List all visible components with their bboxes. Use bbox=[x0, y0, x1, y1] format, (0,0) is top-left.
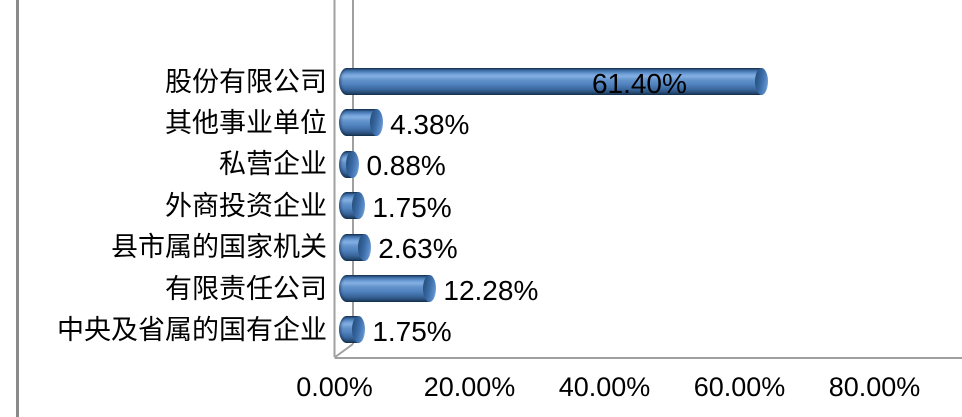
bar-end-cap bbox=[358, 233, 372, 261]
x-tick-label: 80.00% bbox=[828, 372, 921, 402]
bar-5 bbox=[338, 275, 437, 302]
category-label: 县市属的国家机关 bbox=[111, 232, 327, 264]
x-tick-label: 40.00% bbox=[558, 372, 651, 402]
x-tick-label: 60.00% bbox=[693, 372, 786, 402]
bar-4 bbox=[338, 233, 372, 261]
category-label: 其他事业单位 bbox=[165, 107, 327, 139]
category-label: 股份有限公司 bbox=[165, 66, 327, 98]
bar-end-cap bbox=[423, 275, 437, 302]
floor-corner-diagonal bbox=[333, 343, 354, 359]
data-label: 1.75% bbox=[372, 191, 452, 223]
data-label: 4.38% bbox=[390, 108, 470, 140]
bar-end-cap bbox=[346, 150, 360, 178]
category-label: 私营企业 bbox=[219, 149, 327, 181]
bar-end-cap bbox=[352, 316, 366, 344]
data-label: 1.75% bbox=[372, 315, 452, 347]
data-label: 2.63% bbox=[378, 233, 458, 265]
data-label: 61.40% bbox=[591, 67, 687, 99]
bar-end-cap bbox=[370, 109, 384, 137]
bar-1 bbox=[338, 109, 384, 137]
bar-2 bbox=[338, 150, 360, 178]
bar-0 bbox=[338, 68, 768, 95]
category-label: 外商投资企业 bbox=[165, 190, 327, 222]
x-tick-label: 20.00% bbox=[423, 372, 516, 402]
x-tick-label: 0.00% bbox=[296, 372, 373, 402]
data-label: 12.28% bbox=[443, 274, 539, 306]
bar-6 bbox=[338, 316, 366, 344]
bar-3 bbox=[338, 192, 366, 220]
bar-end-cap bbox=[352, 192, 366, 220]
bar-end-cap bbox=[754, 68, 768, 95]
category-label: 中央及省属的国有企业 bbox=[57, 314, 327, 346]
category-label: 有限责任公司 bbox=[165, 273, 327, 305]
data-label: 0.88% bbox=[366, 150, 446, 182]
